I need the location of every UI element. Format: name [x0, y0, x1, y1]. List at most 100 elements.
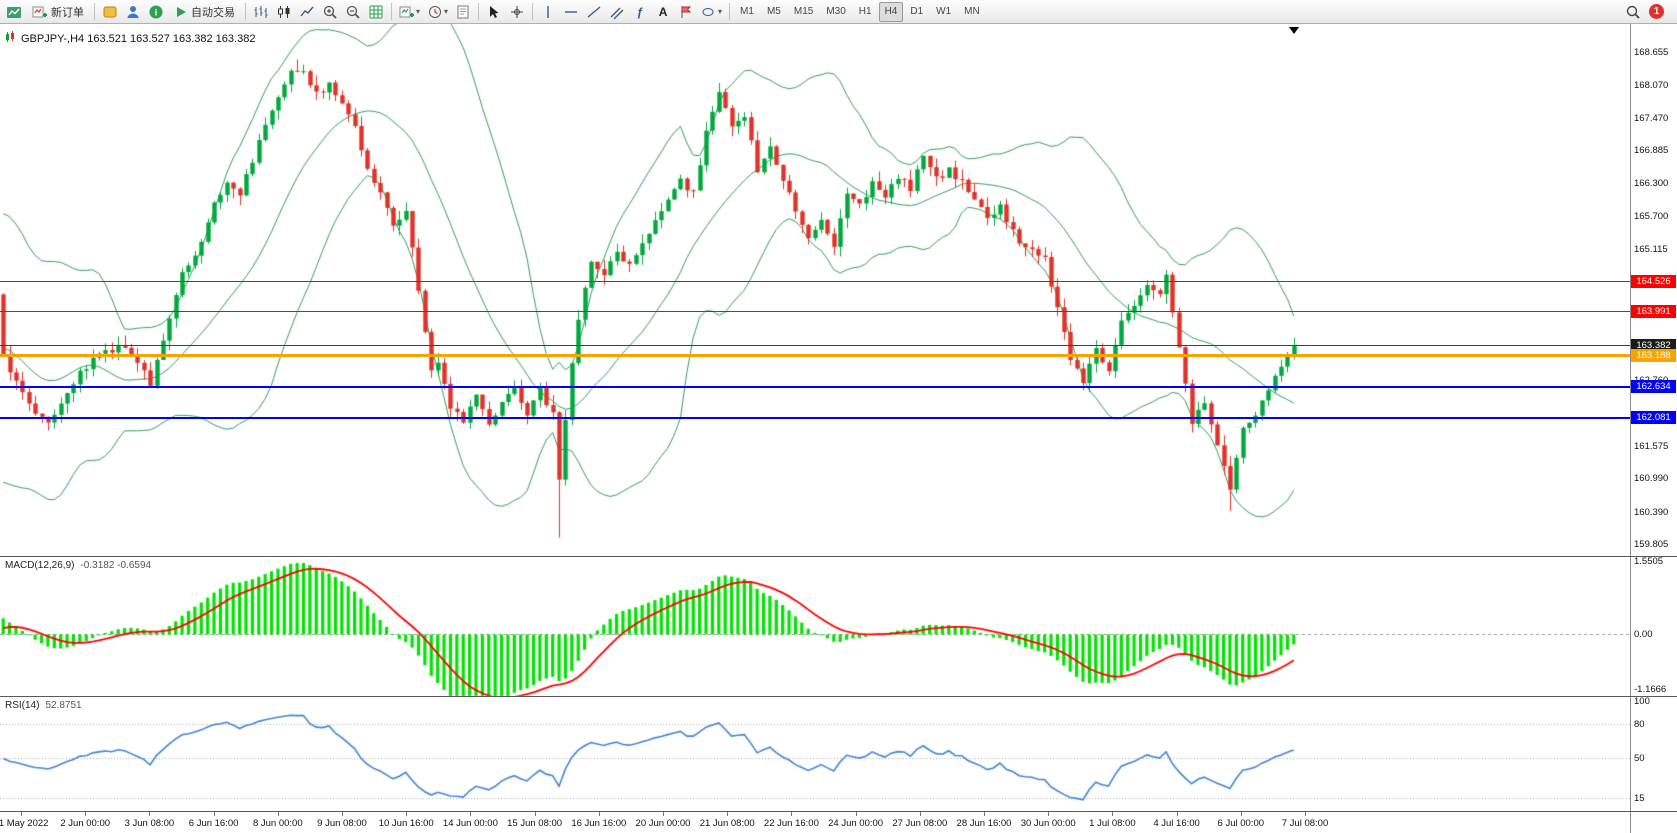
autotrading-button[interactable]: 自动交易: [168, 1, 241, 22]
vertical-line-button[interactable]: [537, 1, 559, 22]
time-axis-label: 9 Jun 08:00: [317, 818, 367, 829]
notification-badge[interactable]: 1: [1649, 4, 1664, 19]
chart-title-text: GBPJPY-,H4 163.521 163.527 163.382 163.3…: [21, 32, 256, 45]
shapes-button[interactable]: ▾: [698, 1, 725, 22]
rsi-values: 52.8751: [45, 700, 82, 711]
toolbar-separator: [94, 3, 95, 20]
template-button[interactable]: [452, 1, 474, 22]
time-axis-label: 8 Jun 00:00: [252, 818, 303, 829]
timeframe-h1-button[interactable]: H1: [858, 6, 872, 17]
grid-button[interactable]: [365, 1, 387, 22]
fibonacci-icon: ƒ: [636, 4, 644, 19]
candlestick-chart-icon: [276, 4, 292, 20]
macd-axis-label: 0.00: [1634, 629, 1653, 640]
timeframe-mn-button[interactable]: MN: [964, 6, 980, 17]
line-chart-button[interactable]: [296, 1, 318, 22]
community-icon: i: [148, 4, 164, 20]
macd-axis-label: 1.5505: [1634, 556, 1664, 568]
time-axis-label: 31 May 2022: [0, 818, 49, 829]
timeframe-m30-button[interactable]: M30: [826, 6, 846, 17]
time-tick: [85, 812, 87, 816]
price-hline[interactable]: [0, 281, 1630, 283]
trendline-icon: [586, 4, 602, 20]
timeframe-w1-button[interactable]: W1: [936, 6, 952, 17]
search-button[interactable]: [1622, 1, 1644, 22]
main-macd-separator[interactable]: [0, 556, 1677, 557]
time-tick: [406, 812, 408, 816]
time-axis-label: 7 Jul 08:00: [1281, 818, 1329, 829]
price-axis-label: 168.655: [1634, 47, 1669, 59]
macd-rsi-separator[interactable]: [0, 696, 1677, 697]
candlestick-chart-button[interactable]: [273, 1, 295, 22]
chart-canvas[interactable]: [0, 0, 1630, 833]
terminal-icon: [6, 4, 22, 20]
rsi-axis-label: 50: [1634, 753, 1645, 765]
channel-button[interactable]: [606, 1, 628, 22]
svg-text:i: i: [155, 7, 158, 17]
chevron-down-icon: ▾: [444, 7, 449, 16]
time-tick: [855, 812, 857, 816]
chevron-down-icon: ▾: [718, 7, 723, 16]
price-axis-border[interactable]: [1630, 24, 1631, 833]
price-badge: 162.634: [1631, 380, 1676, 394]
price-axis-label: 160.990: [1634, 473, 1669, 485]
toolbar-separator: [391, 3, 392, 20]
label-button[interactable]: [675, 1, 697, 22]
rsi-axis-label: 100: [1634, 695, 1650, 707]
community-button[interactable]: i: [145, 1, 167, 22]
timeframe-h4-button[interactable]: H4: [878, 1, 904, 22]
chart-shift-marker-icon[interactable]: [1289, 27, 1299, 34]
fibonacci-button[interactable]: ƒ: [629, 1, 651, 22]
bar-chart-button[interactable]: [250, 1, 272, 22]
time-tick: [342, 812, 343, 816]
timeframe-m1-button[interactable]: M1: [740, 6, 754, 17]
time-tick: [1305, 812, 1306, 816]
price-hline[interactable]: [0, 354, 1630, 358]
toolbar-separator: [729, 3, 731, 20]
toolbar-separator: [532, 3, 534, 20]
price-axis-label: 168.070: [1634, 79, 1669, 91]
time-tick: [984, 812, 985, 816]
time-tick: [791, 812, 793, 816]
zoom-out-button[interactable]: [342, 1, 364, 22]
new-chart-button[interactable]: ▾: [396, 1, 423, 22]
price-hline[interactable]: [0, 344, 1630, 346]
time-tick: [470, 812, 472, 816]
price-axis-label: 161.575: [1634, 440, 1669, 452]
main-toolbar: 新订单 i 自动交易 ▾ ▾ ƒ A ▾ M1 M5 M15 M30 H1 H4…: [0, 0, 1677, 24]
price-axis-label: 166.300: [1634, 177, 1669, 189]
price-axis-label: 166.885: [1634, 145, 1669, 157]
timeframe-m15-button[interactable]: M15: [793, 6, 814, 17]
crosshair-button[interactable]: [506, 1, 528, 22]
new-order-button[interactable]: 新订单: [26, 1, 90, 22]
toolbar-separator: [245, 3, 246, 20]
text-button[interactable]: A: [652, 1, 674, 22]
time-axis-label: 1 Jul 08:00: [1089, 818, 1136, 829]
terminal-button[interactable]: [3, 1, 25, 22]
zoom-out-icon: [345, 4, 361, 20]
toolbar-separator: [478, 3, 480, 20]
time-axis-label: 27 Jun 08:00: [892, 818, 948, 829]
time-tick: [277, 812, 279, 816]
grid-icon: [368, 4, 384, 20]
metaeditor-button[interactable]: [99, 1, 121, 22]
trendline-button[interactable]: [583, 1, 605, 22]
time-axis-label: 6 Jul 00:00: [1217, 818, 1265, 829]
zoom-in-button[interactable]: [319, 1, 341, 22]
period-clock-button[interactable]: ▾: [424, 1, 451, 22]
timeframe-m5-button[interactable]: M5: [766, 6, 781, 17]
time-axis-label: 22 Jun 16:00: [763, 818, 819, 829]
price-hline[interactable]: [0, 416, 1630, 419]
timeframe-d1-button[interactable]: D1: [910, 6, 924, 17]
rsi-timeaxis-separator: [0, 811, 1677, 812]
horizontal-line-button[interactable]: [560, 1, 582, 22]
price-hline[interactable]: [0, 385, 1630, 388]
cursor-button[interactable]: [483, 1, 505, 22]
metaeditor-icon: [102, 4, 118, 20]
time-tick: [1240, 812, 1242, 816]
time-axis-label: 20 Jun 00:00: [635, 818, 691, 829]
time-tick: [663, 812, 664, 816]
price-hline[interactable]: [0, 310, 1630, 312]
profile-button[interactable]: [122, 1, 144, 22]
clock-icon: [427, 4, 443, 20]
